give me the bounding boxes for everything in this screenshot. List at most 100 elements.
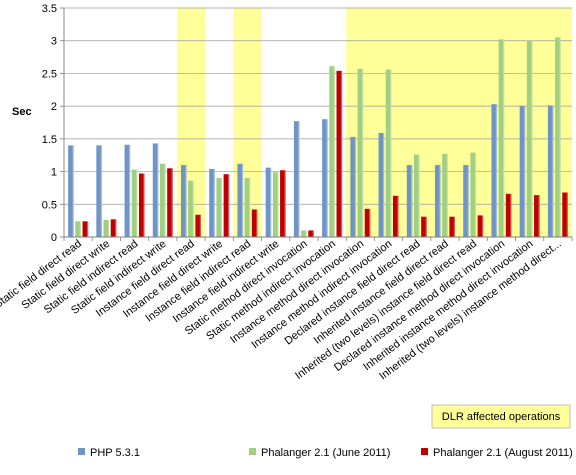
bar-shade xyxy=(474,152,477,237)
bar-shade xyxy=(397,195,399,237)
axes xyxy=(63,8,573,241)
y-tick-label: 1.5 xyxy=(42,134,57,146)
bar-shade xyxy=(100,145,102,237)
y-tick-label: 1 xyxy=(51,167,57,179)
bar-shade xyxy=(411,165,413,237)
bar xyxy=(223,174,230,237)
bar-shade xyxy=(382,132,385,237)
bar xyxy=(237,163,244,237)
bar xyxy=(491,104,498,238)
bar xyxy=(195,214,201,237)
bar xyxy=(463,165,469,237)
bar-shade xyxy=(559,37,561,237)
bar-shade xyxy=(446,153,448,237)
bar xyxy=(82,221,89,237)
bar-shade xyxy=(467,165,469,237)
legend-label: Phalanger 2.1 (August 2011) xyxy=(433,447,573,459)
bar xyxy=(308,230,314,237)
bar-shade xyxy=(503,39,505,237)
bar-shade xyxy=(277,172,279,237)
bar xyxy=(216,178,223,237)
bar xyxy=(138,173,145,237)
bar-shade xyxy=(453,216,455,237)
bar xyxy=(167,168,173,237)
bar xyxy=(406,165,413,237)
bar xyxy=(301,230,307,237)
bar xyxy=(251,209,258,237)
bar xyxy=(505,193,512,237)
bar-shade xyxy=(298,121,300,237)
bar xyxy=(329,66,335,237)
bar-shade xyxy=(107,219,110,237)
bar xyxy=(188,180,194,237)
bar-shade xyxy=(241,163,244,237)
highlight-note-label: DLR affected operations xyxy=(442,411,561,423)
bar-shade xyxy=(228,174,230,237)
bar-shade xyxy=(333,66,335,237)
bar xyxy=(350,136,356,237)
bar-shade xyxy=(157,143,159,237)
bar-shade xyxy=(220,178,223,237)
y-tick-label: 2 xyxy=(51,101,57,113)
bar xyxy=(68,145,74,237)
bar xyxy=(75,221,81,237)
highlight-note: DLR affected operations xyxy=(431,404,571,429)
bar-shade xyxy=(79,221,81,237)
legend-swatch xyxy=(78,448,85,455)
bar xyxy=(435,165,441,237)
bar-shade xyxy=(136,169,138,237)
bar xyxy=(280,170,286,237)
bar xyxy=(421,216,427,237)
legend: PHP 5.3.1 Phalanger 2.1 (June 2011) Phalan… xyxy=(78,447,573,459)
bar-shade xyxy=(354,136,356,237)
bar xyxy=(322,119,328,237)
bar-shade xyxy=(524,106,526,238)
bar xyxy=(131,169,138,237)
bar-shade xyxy=(510,193,512,237)
legend-swatch xyxy=(421,448,428,455)
bar-shade xyxy=(143,173,145,237)
bar-shade xyxy=(482,215,484,237)
bars xyxy=(68,37,568,238)
y-tick-label: 0.5 xyxy=(42,199,57,211)
y-axis-label: Sec xyxy=(12,106,32,118)
bar-shade xyxy=(439,165,441,237)
bar xyxy=(477,215,484,237)
highlight-note-box xyxy=(431,404,571,429)
bar-shade xyxy=(199,214,201,237)
bar-shade xyxy=(418,154,420,237)
bar-shade xyxy=(171,168,173,237)
y-tick-label: 2.5 xyxy=(42,68,57,80)
bar-shade xyxy=(361,68,364,237)
bar xyxy=(413,154,420,237)
bar xyxy=(110,219,117,237)
bar xyxy=(124,144,131,237)
bar-shade xyxy=(115,219,117,237)
bar-shade xyxy=(72,145,74,237)
bar-shade xyxy=(305,230,307,237)
bar xyxy=(378,132,385,237)
bar xyxy=(159,163,166,237)
y-tick-label: 3.5 xyxy=(42,3,57,15)
bar-shade xyxy=(249,178,251,237)
bar xyxy=(442,153,448,237)
legend-label: PHP 5.3.1 xyxy=(90,447,140,459)
y-tick-labels: 0 0.5 1 1.5 2 2.5 3 3.5 xyxy=(42,3,57,244)
bar-shade xyxy=(213,168,215,237)
legend-swatch xyxy=(249,448,256,455)
bar xyxy=(364,208,371,237)
bar-shade xyxy=(326,119,328,237)
bar-shade xyxy=(164,163,166,237)
bar-shade xyxy=(566,192,568,237)
bar xyxy=(534,195,540,237)
bar-shade xyxy=(495,104,498,238)
bar-shade xyxy=(531,40,533,237)
bar xyxy=(152,143,159,237)
legend-label: Phalanger 2.1 (June 2011) xyxy=(261,447,390,459)
bar xyxy=(244,178,251,237)
bar xyxy=(562,192,568,237)
y-tick-label: 3 xyxy=(51,36,57,48)
bar xyxy=(103,219,110,237)
bar xyxy=(209,168,215,237)
bar-shade xyxy=(552,105,554,237)
